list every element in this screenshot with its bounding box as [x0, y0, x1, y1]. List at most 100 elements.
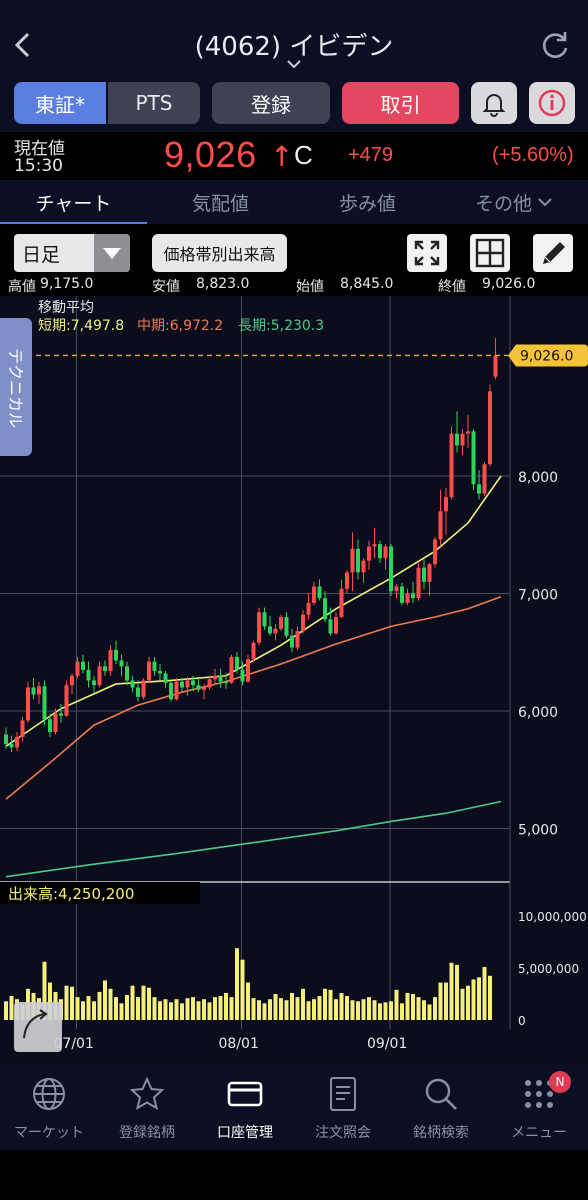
- volume-bar[interactable]: [257, 1000, 261, 1020]
- volume-bar[interactable]: [345, 996, 349, 1020]
- volume-bar[interactable]: [477, 977, 481, 1020]
- candle-body[interactable]: [328, 619, 333, 634]
- nav-watchlist[interactable]: 登録銘柄: [98, 1064, 196, 1150]
- candle-body[interactable]: [383, 546, 388, 559]
- volume-bar[interactable]: [268, 999, 272, 1020]
- candle-body[interactable]: [422, 567, 426, 582]
- volume-bar[interactable]: [9, 996, 14, 1020]
- volume-bar[interactable]: [163, 999, 168, 1020]
- back-button[interactable]: [10, 28, 36, 62]
- volume-bar[interactable]: [81, 1001, 85, 1020]
- candle-body[interactable]: [466, 431, 470, 434]
- candle-body[interactable]: [31, 687, 36, 695]
- candle-body[interactable]: [114, 649, 118, 661]
- period-select[interactable]: 日足: [14, 234, 130, 272]
- volume-bar[interactable]: [405, 992, 410, 1020]
- volume-bar[interactable]: [295, 997, 300, 1020]
- volume-bar[interactable]: [185, 998, 190, 1020]
- volume-bar[interactable]: [246, 982, 250, 1020]
- candle-body[interactable]: [81, 661, 85, 670]
- volume-bar[interactable]: [224, 992, 228, 1020]
- candle-body[interactable]: [389, 546, 393, 592]
- volume-bar[interactable]: [240, 959, 245, 1020]
- volume-bar[interactable]: [125, 995, 129, 1020]
- volume-bar[interactable]: [488, 975, 492, 1020]
- volume-bar[interactable]: [158, 1001, 162, 1020]
- volume-bar[interactable]: [213, 997, 217, 1020]
- candle-body[interactable]: [202, 687, 206, 690]
- candle-body[interactable]: [15, 736, 19, 748]
- volume-bar[interactable]: [306, 1001, 311, 1020]
- candle-body[interactable]: [477, 484, 481, 494]
- candle-body[interactable]: [367, 546, 371, 561]
- scroll-handle[interactable]: [14, 1002, 62, 1052]
- candle-body[interactable]: [108, 649, 113, 672]
- volume-bar[interactable]: [86, 996, 91, 1020]
- refresh-icon[interactable]: [538, 28, 572, 62]
- candle-body[interactable]: [411, 593, 415, 599]
- volume-bar[interactable]: [389, 1001, 393, 1020]
- volume-bar[interactable]: [262, 1003, 267, 1020]
- candle-body[interactable]: [147, 661, 151, 681]
- candle-body[interactable]: [180, 681, 184, 688]
- volume-bar[interactable]: [114, 997, 118, 1020]
- trade-button[interactable]: 取引: [342, 82, 459, 124]
- candle-body[interactable]: [130, 680, 135, 688]
- volume-bar[interactable]: [339, 992, 344, 1020]
- volume-bar[interactable]: [482, 966, 487, 1020]
- volume-bar[interactable]: [42, 961, 47, 1020]
- candle-body[interactable]: [394, 586, 399, 592]
- candle-body[interactable]: [37, 686, 41, 695]
- candle-body[interactable]: [235, 656, 239, 670]
- volume-bar[interactable]: [455, 964, 459, 1020]
- fullscreen-button[interactable]: [407, 234, 447, 272]
- candle-body[interactable]: [185, 680, 190, 688]
- market-pts-tab[interactable]: PTS: [108, 82, 200, 124]
- volume-bar[interactable]: [196, 1001, 201, 1020]
- candle-body[interactable]: [218, 675, 223, 682]
- volume-bar[interactable]: [378, 1003, 382, 1020]
- candle-body[interactable]: [268, 626, 272, 634]
- candle-body[interactable]: [482, 464, 487, 494]
- candle-body[interactable]: [290, 635, 294, 648]
- volume-bar[interactable]: [202, 999, 206, 1020]
- nav-account[interactable]: 口座管理: [196, 1064, 294, 1150]
- page-title[interactable]: (4062) イビデン: [194, 32, 394, 62]
- volume-profile-button[interactable]: 価格帯別出来高: [152, 234, 287, 272]
- volume-bar[interactable]: [152, 997, 157, 1020]
- tab-board[interactable]: 気配値: [191, 192, 249, 215]
- period-dropdown-toggle[interactable]: [94, 234, 130, 272]
- volume-bar[interactable]: [108, 988, 113, 1020]
- register-button[interactable]: 登録: [212, 82, 330, 124]
- volume-bar[interactable]: [251, 998, 256, 1020]
- nav-search[interactable]: 銘柄検索: [392, 1064, 490, 1150]
- candle-body[interactable]: [334, 617, 338, 634]
- volume-bar[interactable]: [218, 996, 223, 1020]
- candle-body[interactable]: [350, 548, 355, 573]
- volume-bar[interactable]: [191, 997, 195, 1020]
- candle-body[interactable]: [339, 588, 344, 617]
- volume-bar[interactable]: [301, 988, 305, 1020]
- candle-body[interactable]: [449, 433, 454, 498]
- candle-body[interactable]: [229, 656, 234, 683]
- volume-bar[interactable]: [119, 1003, 124, 1020]
- candle-body[interactable]: [213, 675, 217, 680]
- candle-body[interactable]: [70, 675, 74, 686]
- volume-bar[interactable]: [427, 1004, 432, 1020]
- candle-body[interactable]: [444, 497, 448, 512]
- candle-body[interactable]: [86, 669, 91, 681]
- volume-bar[interactable]: [433, 997, 437, 1020]
- volume-bar[interactable]: [383, 1002, 388, 1020]
- candle-body[interactable]: [169, 682, 173, 700]
- candle-body[interactable]: [125, 666, 129, 681]
- candle-body[interactable]: [196, 685, 201, 690]
- candle-body[interactable]: [20, 720, 25, 737]
- volume-bar[interactable]: [284, 1000, 289, 1020]
- nav-menu[interactable]: メニュー: [490, 1064, 588, 1150]
- nav-orders[interactable]: 注文照会: [294, 1064, 392, 1150]
- candle-body[interactable]: [9, 743, 14, 748]
- volume-bar[interactable]: [147, 987, 151, 1020]
- candle-body[interactable]: [438, 511, 443, 540]
- volume-bar[interactable]: [367, 997, 371, 1020]
- volume-bar[interactable]: [136, 997, 140, 1020]
